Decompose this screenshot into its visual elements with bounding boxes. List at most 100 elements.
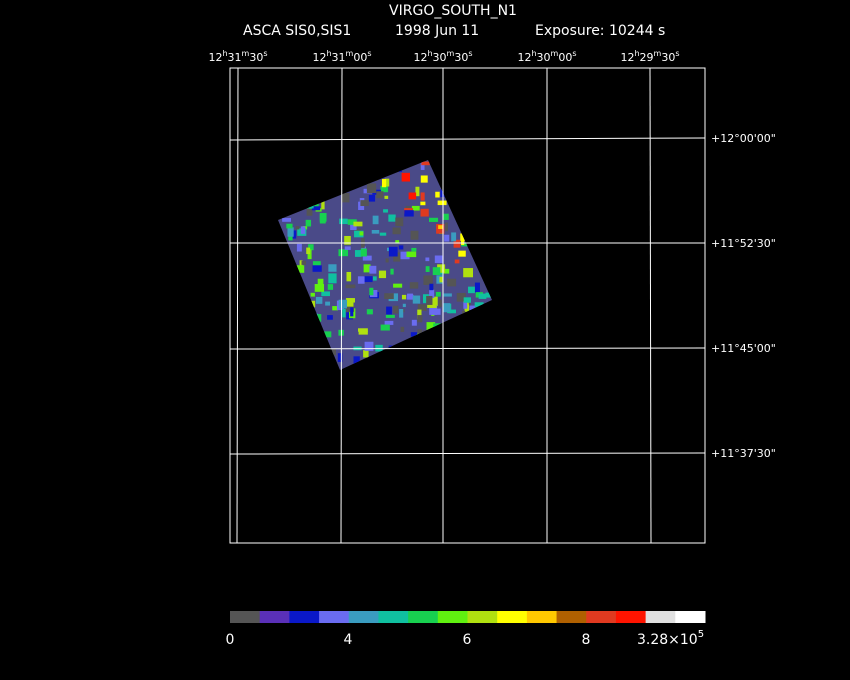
image-pixel-blob: [339, 181, 346, 187]
image-pixel-blob: [437, 200, 447, 206]
image-pixel-blob: [271, 251, 277, 259]
image-pixel-blob: [494, 189, 498, 193]
image-pixel-blob: [388, 345, 397, 350]
image-pixel-blob: [288, 358, 294, 368]
image-pixel-blob: [472, 206, 477, 214]
image-pixel-blob: [288, 370, 293, 380]
colorbar-segment: [319, 611, 350, 623]
image-pixel-blob: [380, 324, 390, 331]
image-pixel-blob: [366, 183, 377, 193]
image-pixel-blob: [393, 252, 401, 262]
image-pixel-blob: [279, 371, 284, 378]
image-pixel-blob: [474, 315, 482, 319]
image-pixel-blob: [487, 308, 492, 317]
image-pixel-blob: [354, 230, 364, 238]
image-pixel-blob: [335, 371, 340, 380]
image-pixel-blob: [410, 332, 418, 337]
image-pixel-blob: [279, 301, 284, 306]
ra-number: 30: [454, 51, 468, 64]
image-pixel-blob: [384, 178, 390, 187]
image-pixel-blob: [284, 178, 290, 182]
image-pixel-blob: [461, 243, 468, 247]
image-pixel-blob: [435, 191, 440, 198]
ra-number: 00: [353, 51, 367, 64]
image-pixel-blob: [471, 226, 481, 235]
image-pixel-blob: [463, 297, 471, 303]
image-pixel-blob: [447, 363, 452, 370]
image-pixel-blob: [299, 338, 310, 347]
image-pixel-blob: [490, 353, 492, 361]
image-pixel-blob: [284, 309, 294, 314]
image-pixel-blob: [386, 306, 392, 315]
instrument: ASCA SIS0,SIS1: [243, 23, 351, 39]
image-pixel-blob: [478, 293, 487, 299]
image-pixel-blob: [300, 226, 306, 234]
image-pixel-blob: [440, 189, 445, 198]
image-pixel-blob: [304, 335, 314, 340]
image-pixel-blob: [422, 335, 432, 344]
image-pixel-blob: [473, 350, 483, 360]
image-pixel-blob: [298, 166, 308, 176]
colorbar-max-exponent: 5: [698, 629, 704, 640]
image-pixel-blob: [296, 243, 302, 252]
image-pixel-blob: [395, 217, 404, 227]
colorbar-max-mantissa: 3.28×10: [637, 632, 698, 648]
image-pixel-blob: [429, 289, 435, 298]
colorbar: [230, 611, 706, 623]
image-pixel-blob: [429, 217, 439, 222]
image-pixel-blob: [456, 292, 466, 302]
image-pixel-blob: [488, 177, 492, 183]
ra-unit: s: [572, 49, 576, 58]
image-pixel-blob: [396, 361, 403, 369]
image-pixel-blob: [443, 213, 449, 220]
image-pixel-blob: [388, 373, 397, 377]
image-pixel-blob: [442, 268, 450, 274]
colorbar-segment: [437, 611, 468, 623]
image-pixel-blob: [393, 305, 399, 314]
image-pixel-blob: [444, 234, 450, 242]
image-pixel-blob: [378, 270, 387, 279]
dec-grid-line: [229, 137, 706, 141]
colorbar-segment: [556, 611, 587, 623]
image-pixel-blob: [287, 263, 294, 268]
image-pixel-blob: [293, 356, 302, 365]
image-pixel-blob: [384, 293, 394, 300]
image-pixel-blob: [387, 352, 394, 361]
ra-unit: h: [427, 49, 432, 58]
image-pixel-blob: [443, 303, 451, 313]
image-pixel-blob: [417, 329, 423, 337]
image-pixel-blob: [453, 160, 461, 164]
image-pixel-blob: [471, 366, 481, 370]
image-pixel-blob: [278, 230, 279, 239]
image-pixel-blob: [270, 358, 274, 366]
image-pixel-blob: [337, 353, 343, 362]
ra-labels: 12h31m30s 12h31m00s 12h30m30s 12h30m00s 12h2…: [208, 49, 679, 64]
image-pixel-blob: [468, 286, 475, 294]
image-pixel-blob: [357, 276, 365, 284]
image-pixel-blob: [294, 173, 303, 184]
image-pixel-blob: [475, 204, 480, 212]
image-pixel-blob: [312, 368, 320, 370]
colorbar-segment: [348, 611, 379, 623]
image-pixel-blob: [336, 172, 342, 181]
image-pixel-blob: [473, 186, 484, 197]
image-pixel-blob: [429, 367, 438, 370]
image-pixel-blob: [478, 216, 488, 227]
image-pixel-blob: [297, 315, 305, 324]
image-pixel-blob: [295, 335, 302, 341]
image-pixel-blob: [439, 276, 443, 283]
image-pixel-blob: [304, 204, 314, 209]
image-pixel-blob: [383, 167, 392, 171]
image-pixel-blob: [420, 161, 425, 170]
image-pixel-blob: [374, 359, 378, 366]
image-pixel-blob: [299, 260, 303, 268]
image-pixel-blob: [364, 172, 371, 178]
image-pixel-blob: [286, 223, 293, 229]
dec-label: +11°45'00": [711, 342, 776, 355]
ra-grid-line: [649, 67, 652, 544]
image-pixel-blob: [311, 160, 319, 170]
ra-unit: h: [222, 49, 227, 58]
image-pixel-blob: [433, 371, 439, 380]
image-pixel-blob: [411, 319, 417, 326]
image-pixel-blob: [385, 258, 389, 263]
